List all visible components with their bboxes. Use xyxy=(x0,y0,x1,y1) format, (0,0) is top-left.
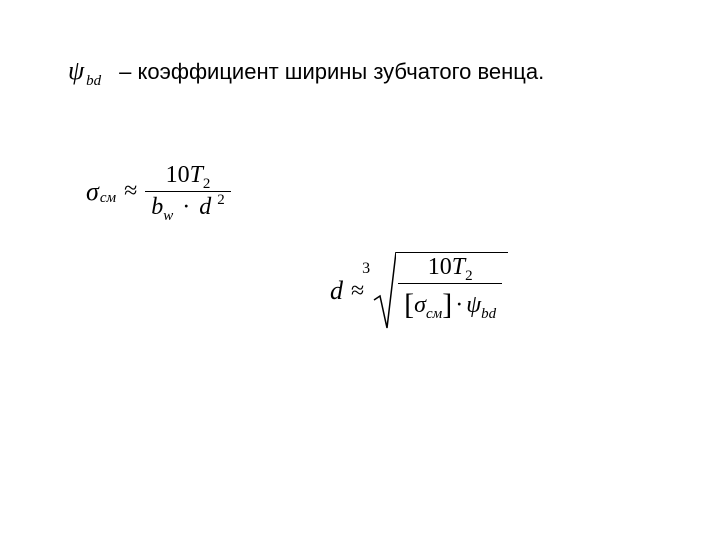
sigma-symbol: σ xyxy=(86,177,99,207)
right-bracket: ] xyxy=(442,288,452,321)
fraction-2: 10T2 [σсм]·ψbd xyxy=(398,252,502,322)
dot-1: · xyxy=(182,194,190,220)
left-bracket: [ xyxy=(404,288,414,321)
root-index: 3 xyxy=(362,260,370,278)
sub-2: 2 xyxy=(203,176,211,192)
sup-2: 2 xyxy=(217,192,225,208)
fraction-1: 10T2 bw · d 2 xyxy=(145,160,231,223)
var-b: b xyxy=(151,194,163,220)
approx-sign-2: ≈ xyxy=(351,278,364,305)
psi-symbol: ψ xyxy=(68,56,84,86)
numerator-2: 10T2 xyxy=(422,252,479,283)
denominator-2: [σсм]·ψbd xyxy=(398,284,502,322)
radicand: 10T2 [σсм]·ψbd xyxy=(396,252,508,330)
denominator-1: bw · d 2 xyxy=(145,192,231,223)
psi-sub-2: bd xyxy=(481,306,496,322)
coeff-10: 10 xyxy=(166,162,190,188)
definition-line: ψ bd – коэффициент ширины зубчатого венц… xyxy=(68,56,544,86)
numerator-1: 10T2 xyxy=(160,160,217,191)
var-T: T xyxy=(190,162,203,188)
cube-root: 3 10T2 [σсм]·ψbd xyxy=(372,252,508,330)
dot-2: · xyxy=(455,292,463,318)
vinculum xyxy=(396,252,508,253)
d-letter: d xyxy=(330,276,343,305)
sub-w: w xyxy=(163,208,173,224)
sigma-subscript: см xyxy=(100,190,116,207)
var-T-b: T xyxy=(452,254,465,280)
equation-sigma: σ см ≈ 10T2 bw · d 2 xyxy=(86,160,231,223)
psi-subscript: bd xyxy=(86,73,101,90)
definition-text: – коэффициент ширины зубчатого венца. xyxy=(119,59,544,85)
sigma-2: σ xyxy=(414,292,426,318)
radical-icon xyxy=(372,252,396,330)
sub-2-b: 2 xyxy=(465,268,473,284)
sigma-sub-2: см xyxy=(426,306,442,322)
coeff-10-b: 10 xyxy=(428,254,452,280)
psi-2: ψ xyxy=(466,292,481,318)
equation-d: d ≈ 3 10T2 [σсм]·ψbd xyxy=(330,252,508,330)
var-d-lhs: d xyxy=(330,276,343,306)
approx-sign: ≈ xyxy=(124,178,137,205)
var-d: d xyxy=(199,194,211,220)
